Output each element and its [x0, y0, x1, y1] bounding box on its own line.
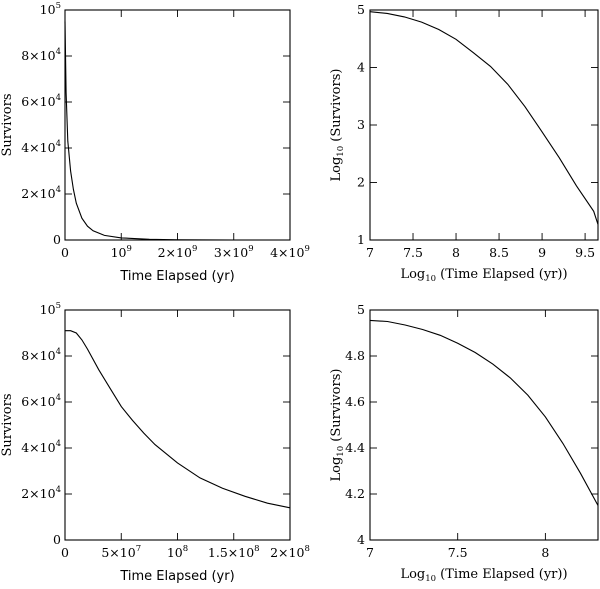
y-tick-label: 8×104: [21, 47, 61, 63]
x-tick-label-origin: 0: [61, 545, 69, 560]
x-tick-label: 2×108: [270, 544, 310, 560]
x-tick-label: 7.5: [403, 245, 423, 260]
plot-frame: [369, 309, 599, 541]
x-axis-label: Log10 (Time Elapsed (yr)): [400, 567, 567, 584]
y-tick-label: 0: [53, 232, 61, 247]
x-tick-label: 7: [366, 545, 374, 560]
x-tick-label: 9.5: [575, 245, 595, 260]
y-tick-label: 105: [40, 1, 61, 17]
y-axis-label: Log10 (Survivors): [329, 69, 346, 182]
x-tick-label: 4×109: [270, 244, 310, 260]
survivors-line: [64, 21, 290, 241]
x-tick-label: 8: [541, 545, 549, 560]
y-tick-label: 3: [357, 117, 365, 132]
x-tick-label: 8: [452, 245, 460, 260]
x-tick-label: 5×107: [101, 544, 141, 560]
y-tick-label: 4.6: [345, 394, 365, 409]
y-tick-label: 4.2: [345, 486, 365, 501]
x-axis-label: Time Elapsed (yr): [119, 569, 234, 584]
y-tick-label: 5: [357, 2, 365, 17]
survivors-line: [369, 319, 599, 506]
y-tick-label: 2×104: [21, 485, 61, 501]
y-axis-label: Survivors: [0, 93, 15, 156]
y-tick-label: 2×104: [21, 185, 61, 201]
y-tick-label: 8×104: [21, 347, 61, 363]
y-tick-label: 105: [40, 301, 61, 317]
x-axis-label: Log10 (Time Elapsed (yr)): [400, 267, 567, 284]
y-tick-label: 4×104: [21, 439, 61, 455]
panel-1: 109 2×109 3×109 4×109 00 2×104 4×104 6×104 8×104…: [0, 1, 310, 284]
y-tick-label: 4: [357, 532, 365, 547]
plot-frame: [64, 309, 291, 541]
y-tick-label: 0: [53, 532, 61, 547]
y-tick-label: 4: [357, 60, 365, 75]
y-tick-label: 6×104: [21, 393, 61, 409]
x-tick-label: 2×109: [158, 244, 198, 260]
x-tick-label: 109: [111, 244, 132, 260]
x-tick-label: 7.5: [448, 545, 468, 560]
y-axis-label: Log10 (Survivors): [329, 369, 346, 482]
x-tick-label: 9: [538, 245, 546, 260]
survivors-line: [65, 330, 291, 509]
y-tick-label: 4×104: [21, 139, 61, 155]
panel-4: 7 7.5 8 4 4.2 4.4 4.6 4.8 5 Log10 (Time Elapsed (…: [329, 302, 599, 584]
y-axis-label: Survivors: [0, 393, 15, 456]
panel-3: 5×107 108 1.5×108 2×108 00 2×104 4×104 6×104 8×1…: [0, 301, 310, 584]
x-tick-label: 8.5: [489, 245, 509, 260]
survivors-line: [369, 11, 599, 225]
plot-frame: [369, 9, 599, 241]
y-tick-label: 2: [357, 175, 365, 190]
panel-2: 7 7.5 8 8.5 9 9.5 1 2 3 4 5 Log10 (Time Elapsed (yr…: [329, 2, 599, 284]
x-tick-label: 1.5×108: [208, 544, 260, 560]
y-tick-label: 5: [357, 302, 365, 317]
x-tick-label: 7: [366, 245, 374, 260]
x-axis-label: Time Elapsed (yr): [119, 269, 234, 284]
x-tick-label: 3×109: [214, 244, 254, 260]
plot-frame: [64, 9, 291, 241]
y-tick-label: 1: [357, 232, 365, 247]
x-tick-label: 108: [167, 544, 188, 560]
y-tick-label: 4.8: [345, 348, 365, 363]
y-tick-label: 6×104: [21, 93, 61, 109]
y-tick-label: 4.4: [345, 440, 365, 455]
x-tick-label-origin: 0: [61, 245, 69, 260]
